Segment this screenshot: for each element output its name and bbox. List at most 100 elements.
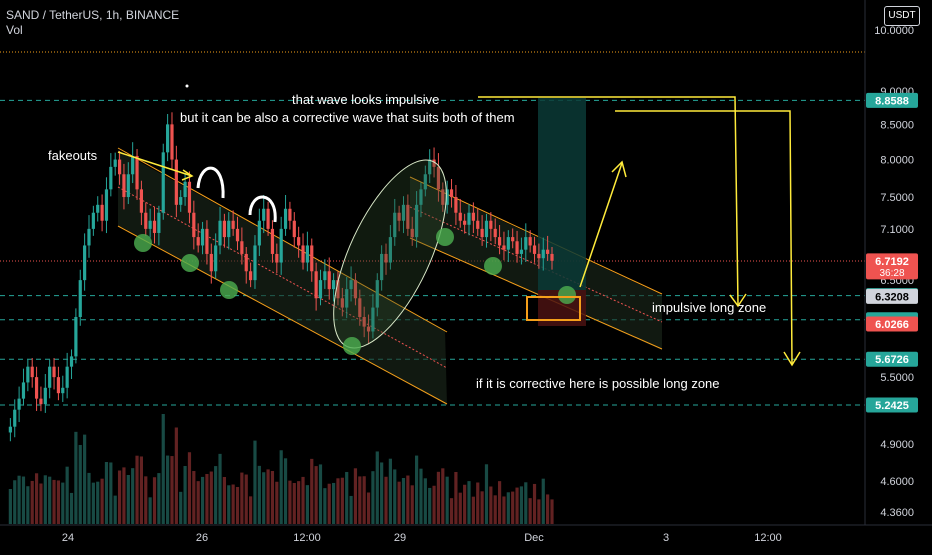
volume-bars [8,414,554,524]
price-tick-label: 5.5000 [880,372,914,384]
candle-body [366,326,371,332]
candle-body [126,174,130,198]
marker [181,254,199,272]
volume-bar [104,462,109,524]
volume-bar [166,455,170,524]
volume-bar [100,478,104,524]
candle-body [214,245,218,272]
candle-body [275,253,279,263]
fakeout-arrow-head [181,169,194,181]
marker [220,281,238,299]
volume-bar [297,481,301,524]
candle-body [187,181,192,213]
green-markers [134,228,576,355]
volume-bar [318,464,323,524]
volume-bar [419,468,423,524]
candle-body [222,220,226,238]
volume-bar [476,482,480,524]
candle-body [301,245,305,263]
marker [558,286,576,304]
volume-bar [467,481,471,524]
candle-body [65,366,69,388]
volume-bar [270,470,275,524]
volume-bar [497,481,502,524]
volume-bar [349,495,353,524]
volume-bar [249,496,253,524]
price-badge-countdown: 36:28 [879,268,904,279]
candle-body [74,317,78,357]
fakeouts-label: fakeouts [48,148,98,163]
volume-bar [388,458,392,524]
candle-body [332,280,336,290]
candle-body [100,204,104,221]
candle-body [449,189,454,198]
impulsive-zone-label: impulsive long zone [652,300,766,315]
channel-bottom-line-2 [409,237,663,350]
marker [436,228,454,246]
candle-body [283,208,288,229]
candle-body [183,181,187,198]
volume-bar [484,464,489,524]
volume-bar [21,476,26,524]
volume-bar [218,453,222,524]
candle-body [410,228,414,238]
volume-bar [550,499,554,524]
candle-body [401,204,406,221]
candle-body [192,212,196,238]
candle-body [139,189,144,213]
candle-body [506,237,510,250]
volume-bar [96,481,100,524]
volume-bar [410,485,414,524]
price-badge [866,288,918,304]
candle-body [432,159,436,167]
candle-body [541,249,545,259]
volume-bar [454,472,458,524]
candle-body [196,237,200,246]
candle-body [458,212,462,221]
impulse-arrow-2 [615,110,793,365]
volume-bar [445,476,449,524]
candle-body [170,124,174,160]
volume-bar [327,483,331,524]
candle-body [489,220,493,229]
price-badge [866,397,918,413]
time-tick-label: 29 [394,532,406,544]
candle-body [345,289,349,308]
price-badge [866,92,918,108]
candle-body [428,159,432,175]
currency-button[interactable]: USDT [884,6,920,26]
candle-body [393,212,397,238]
price-tick-label: 4.6000 [880,476,914,488]
candle-body [266,208,270,229]
candle-body [484,220,489,238]
candle-body [166,124,170,153]
volume-bar [458,492,462,524]
volume-bar [74,431,78,524]
channel-mid-line-1 [117,186,448,369]
volume-bar [183,466,187,524]
volume-bar [332,482,336,524]
volume-bar [511,491,515,524]
price-badge [866,316,918,332]
marker [134,234,152,252]
volume-bar [283,458,288,524]
volume-bar [449,498,454,524]
volume-bar [214,466,218,524]
candle-body [13,409,17,427]
volume-bar [428,487,432,524]
price-badge-value: 6.7192 [875,256,909,268]
volume-bar [48,476,52,524]
time-tick-label: 12:00 [293,532,321,544]
fakeout-arrow [117,151,193,177]
volume-bar [65,466,69,524]
volume-bar [366,492,371,524]
candle-body [17,398,21,410]
candle-body [56,377,61,394]
volume-bar [240,472,244,524]
volume-label: Vol [6,23,23,37]
candle-body [152,220,157,233]
volume-bar [537,499,541,524]
volume-bar [401,478,406,524]
